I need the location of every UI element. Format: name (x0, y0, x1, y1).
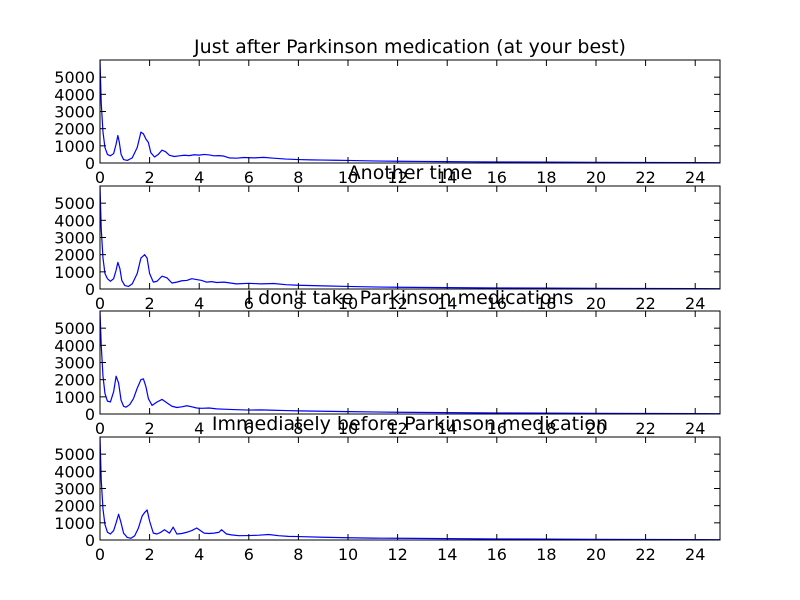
y-tick-label: 5000 (54, 319, 95, 338)
x-tick-label: 0 (95, 419, 105, 438)
x-tick-label: 10 (338, 294, 358, 313)
y-tick-label: 2000 (54, 371, 95, 390)
y-tick-label: 2000 (54, 120, 95, 139)
x-tick-label: 18 (536, 294, 556, 313)
x-tick-label: 12 (387, 294, 407, 313)
x-tick-label: 8 (293, 168, 303, 187)
y-tick-label: 0 (85, 280, 95, 299)
axes-frame (99, 59, 721, 164)
x-tick-label: 8 (293, 419, 303, 438)
x-tick-label: 6 (244, 294, 254, 313)
y-tick-label: 1000 (54, 388, 95, 407)
x-tick-label: 16 (487, 294, 507, 313)
y-tick-label: 4000 (54, 462, 95, 481)
x-tick-label: 20 (586, 419, 606, 438)
x-tick-label: 10 (338, 545, 358, 564)
x-tick-label: 22 (635, 419, 655, 438)
y-tick-label: 1000 (54, 137, 95, 156)
y-tick-label: 5000 (54, 194, 95, 213)
series-line (100, 186, 720, 289)
x-tick-label: 22 (635, 294, 655, 313)
x-tick-label: 16 (487, 168, 507, 187)
x-tick-label: 20 (586, 168, 606, 187)
y-tick-label: 3000 (54, 229, 95, 248)
x-tick-label: 10 (338, 419, 358, 438)
x-tick-label: 14 (437, 545, 457, 564)
subplot-1: 0 2 4 6 8 10 12 14 16 18 20 22 240100020003000400050… (54, 36, 721, 187)
y-tick-label: 1000 (54, 514, 95, 533)
x-tick-label: 24 (685, 168, 705, 187)
axes-frame (99, 436, 721, 541)
x-tick-label: 18 (536, 545, 556, 564)
x-tick-label: 2 (145, 419, 155, 438)
x-tick-label: 10 (338, 168, 358, 187)
x-tick-label: 6 (244, 168, 254, 187)
axes-frame (99, 185, 721, 290)
x-tick-label: 12 (387, 545, 407, 564)
y-tick-label: 4000 (54, 85, 95, 104)
y-tick-label: 5000 (54, 68, 95, 87)
x-tick-label: 2 (145, 294, 155, 313)
x-tick-label: 24 (685, 294, 705, 313)
x-tick-label: 0 (95, 294, 105, 313)
subplot-4: 0 2 4 6 8 10 12 14 16 18 20 22 240100020003000400050… (54, 413, 721, 564)
x-tick-label: 2 (145, 168, 155, 187)
y-tick-label: 2000 (54, 497, 95, 516)
series-line (100, 60, 720, 163)
x-tick-label: 8 (293, 545, 303, 564)
x-tick-label: 2 (145, 545, 155, 564)
y-tick-label: 4000 (54, 211, 95, 230)
subplot-2: 0 2 4 6 8 10 12 14 16 18 20 22 240100020003000400050… (54, 162, 721, 313)
series-line (100, 437, 720, 540)
x-tick-label: 16 (487, 545, 507, 564)
x-tick-label: 4 (194, 294, 204, 313)
x-tick-label: 22 (635, 168, 655, 187)
x-tick-label: 14 (437, 168, 457, 187)
y-tick-label: 1000 (54, 263, 95, 282)
x-tick-label: 22 (635, 545, 655, 564)
y-tick-label: 0 (85, 405, 95, 424)
x-tick-label: 4 (194, 419, 204, 438)
x-tick-label: 8 (293, 294, 303, 313)
subplot-title: I don't take Parkinson medications (246, 287, 573, 309)
x-tick-label: 14 (437, 419, 457, 438)
x-tick-label: 12 (387, 168, 407, 187)
x-tick-label: 4 (194, 168, 204, 187)
x-tick-label: 20 (586, 294, 606, 313)
x-tick-label: 24 (685, 545, 705, 564)
y-tick-label: 0 (85, 154, 95, 173)
x-tick-label: 18 (536, 419, 556, 438)
y-tick-label: 0 (85, 531, 95, 550)
x-tick-label: 14 (437, 294, 457, 313)
y-tick-label: 5000 (54, 445, 95, 464)
axes-frame (99, 310, 721, 415)
x-tick-label: 16 (487, 419, 507, 438)
subplot-title: Immediately before Parkinson medication (212, 413, 608, 435)
x-tick-label: 18 (536, 168, 556, 187)
subplot-title: Just after Parkinson medication (at your… (193, 36, 626, 58)
x-tick-label: 0 (95, 168, 105, 187)
x-tick-label: 0 (95, 545, 105, 564)
x-tick-label: 6 (244, 545, 254, 564)
y-tick-label: 2000 (54, 246, 95, 265)
x-tick-label: 20 (586, 545, 606, 564)
y-tick-label: 3000 (54, 103, 95, 122)
y-tick-label: 4000 (54, 336, 95, 355)
x-tick-label: 4 (194, 545, 204, 564)
x-tick-label: 6 (244, 419, 254, 438)
x-tick-label: 24 (685, 419, 705, 438)
subplot-3: 0 2 4 6 8 10 12 14 16 18 20 22 240100020003000400050… (54, 287, 721, 438)
y-tick-label: 3000 (54, 354, 95, 373)
subplot-title: Another time (348, 162, 473, 184)
series-line (100, 311, 720, 414)
x-tick-label: 12 (387, 419, 407, 438)
y-tick-label: 3000 (54, 480, 95, 499)
